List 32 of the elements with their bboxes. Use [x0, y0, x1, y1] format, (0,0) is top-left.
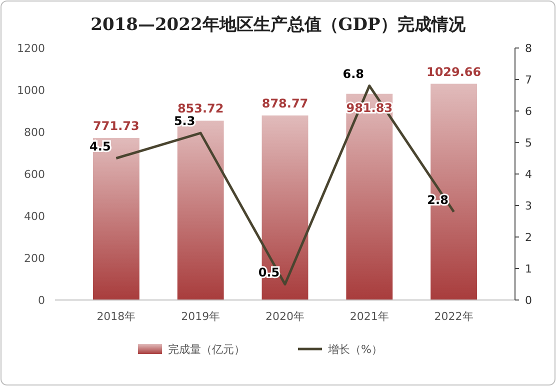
data-label: 853.72 [177, 102, 224, 116]
data-label: 5.3 [174, 114, 196, 128]
y-tick-label: 600 [24, 168, 45, 181]
data-label: 6.8 [342, 66, 364, 81]
y2-tick-label: 2 [525, 231, 532, 244]
x-tick-label: 2021年 [350, 310, 389, 323]
y2-tick-label: 5 [525, 136, 532, 150]
x-tick-label: 2018年 [96, 310, 136, 323]
y-tick-label: 400 [24, 210, 45, 223]
data-label: 771.73 [93, 118, 140, 133]
y2-tick-label: 0 [525, 294, 532, 307]
legend-label: 完成量（亿元） [168, 343, 245, 356]
y2-tick-label: 8 [525, 42, 532, 55]
y2-tick-label: 4 [525, 168, 532, 181]
chart-title: 2018—2022年地区生产总值（GDP）完成情况 [90, 15, 466, 35]
data-label: 4.5 [90, 139, 111, 154]
legend-label: 增长（%） [327, 343, 382, 356]
data-label: 878.77 [262, 96, 308, 110]
y-tick-label: 800 [24, 126, 45, 139]
x-tick-label: 2020年 [266, 310, 304, 323]
y2-tick-label: 6 [525, 105, 532, 118]
y-tick-label: 1200 [17, 42, 45, 55]
y2-tick-label: 3 [525, 200, 532, 212]
data-label: 1029.66 [426, 64, 482, 79]
y2-tick-label: 7 [525, 74, 532, 86]
y-tick-label: 0 [38, 294, 45, 307]
y2-tick-label: 1 [525, 262, 532, 276]
bar [346, 94, 393, 300]
y-tick-label: 200 [24, 252, 45, 265]
y-tick-label: 1000 [17, 84, 45, 97]
x-tick-label: 2019年 [181, 310, 220, 323]
x-tick-label: 2022年 [434, 310, 474, 323]
